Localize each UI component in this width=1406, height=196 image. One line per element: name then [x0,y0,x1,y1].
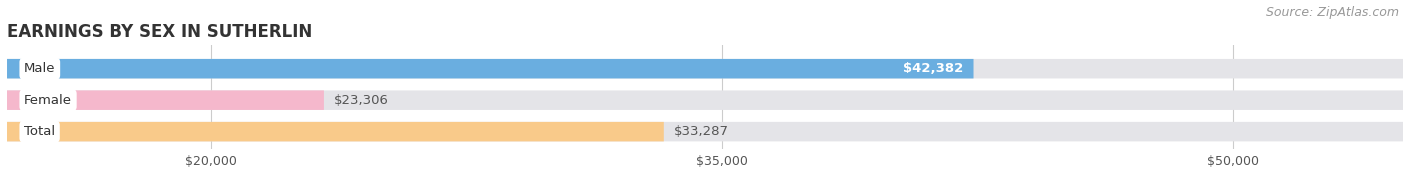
Text: Source: ZipAtlas.com: Source: ZipAtlas.com [1265,6,1399,19]
FancyBboxPatch shape [7,122,664,141]
FancyBboxPatch shape [7,122,1403,141]
FancyBboxPatch shape [7,90,1403,110]
Text: Total: Total [24,125,55,138]
FancyBboxPatch shape [7,59,1403,78]
Text: $23,306: $23,306 [335,94,389,107]
Text: Female: Female [24,94,72,107]
Text: $42,382: $42,382 [903,62,963,75]
FancyBboxPatch shape [7,90,323,110]
FancyBboxPatch shape [7,59,973,78]
Text: Male: Male [24,62,56,75]
Text: $33,287: $33,287 [673,125,730,138]
Text: EARNINGS BY SEX IN SUTHERLIN: EARNINGS BY SEX IN SUTHERLIN [7,23,312,41]
